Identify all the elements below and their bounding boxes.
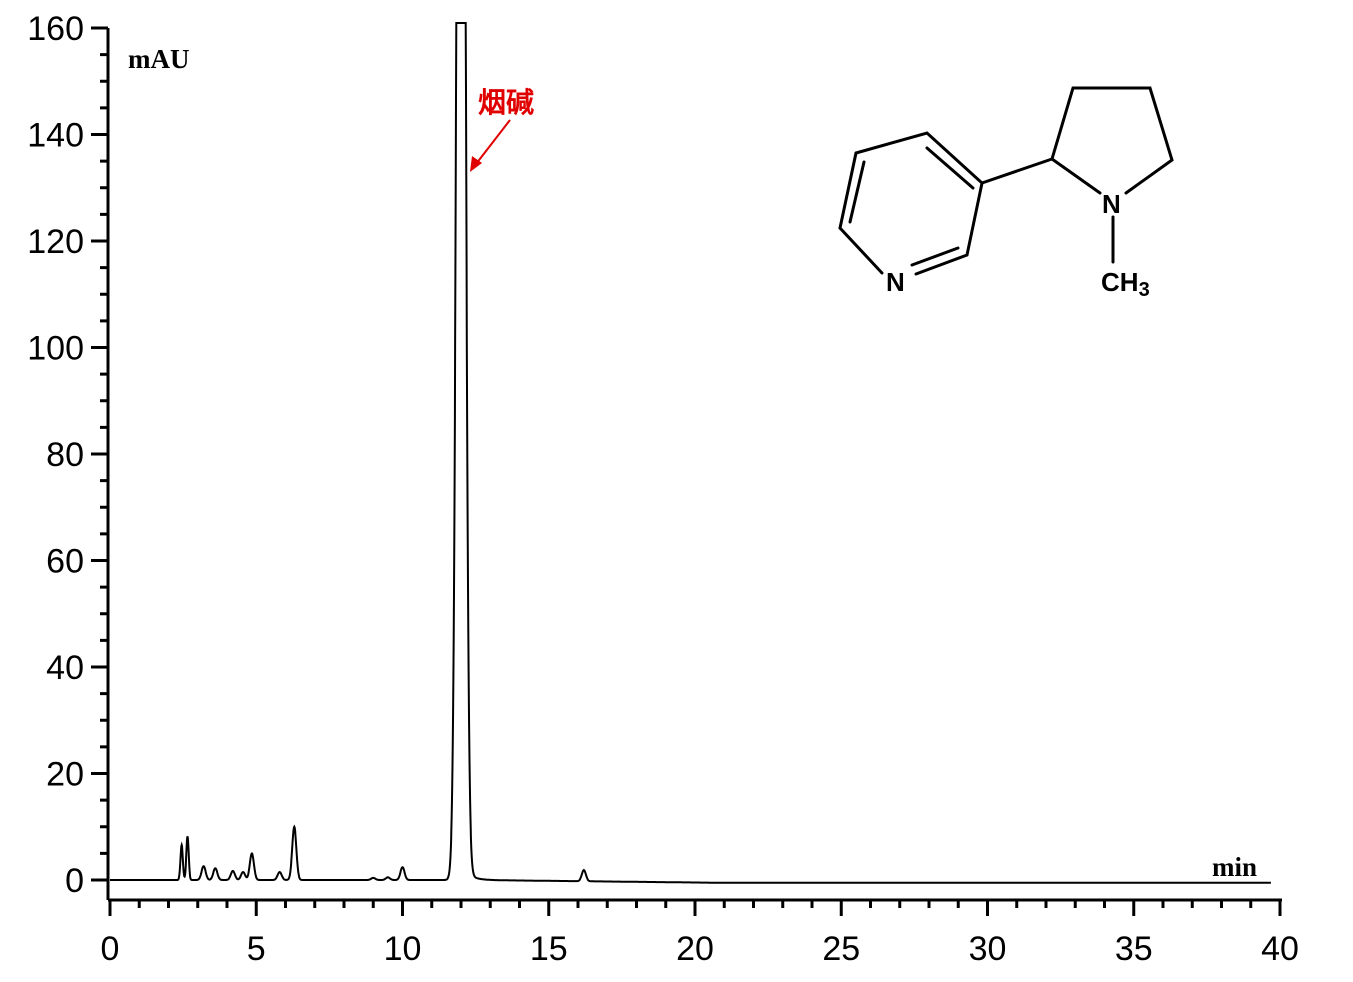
- x-tick-label: 25: [822, 930, 860, 968]
- x-tick-label: 30: [969, 930, 1007, 968]
- x-tick-label: 10: [384, 930, 422, 968]
- y-tick-label: 160: [27, 10, 84, 48]
- y-tick-label: 80: [46, 436, 84, 474]
- y-tick-label: 140: [27, 117, 84, 155]
- nicotine-arrow: [470, 119, 511, 172]
- y-tick-label: 120: [27, 223, 84, 261]
- pyrrolidine-nitrogen: N: [1102, 189, 1121, 219]
- y-tick-label: 60: [46, 543, 84, 581]
- chromatogram-trace: [110, 22, 1271, 884]
- y-tick-label: 40: [46, 649, 84, 687]
- y-axis-unit: mAU: [128, 44, 190, 74]
- y-tick-label: 0: [65, 862, 84, 900]
- nicotine-structure: [838, 86, 1174, 276]
- x-tick-label: 15: [530, 930, 568, 968]
- y-tick-label: 20: [46, 756, 84, 794]
- x-tick-label: 35: [1115, 930, 1153, 968]
- axes: 0 20 40 60 80 100 120 140 160 0 5 10 15 20 25 30 35 40: [27, 10, 1299, 968]
- y-tick-label: 100: [27, 330, 84, 368]
- x-tick-label: 0: [101, 930, 120, 968]
- pyridine-nitrogen: N: [886, 267, 905, 297]
- x-tick-label: 40: [1261, 930, 1299, 968]
- nicotine-peak-label: 烟碱: [478, 86, 534, 119]
- x-tick-label: 20: [676, 930, 714, 968]
- x-tick-label: 5: [247, 930, 266, 968]
- x-axis-unit: min: [1212, 852, 1257, 882]
- methyl-group: CH3: [1101, 267, 1150, 301]
